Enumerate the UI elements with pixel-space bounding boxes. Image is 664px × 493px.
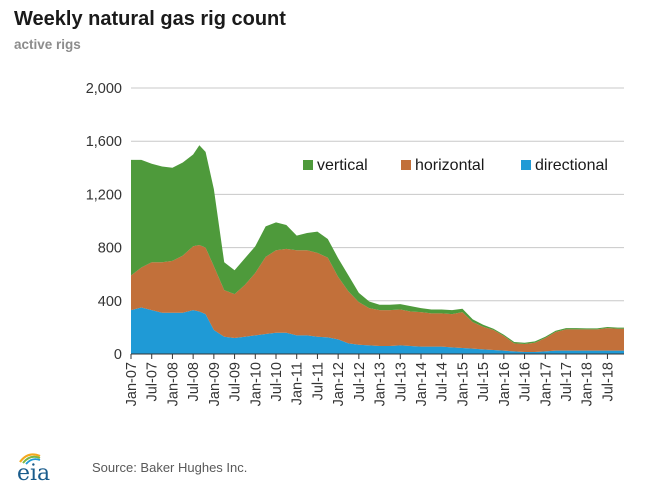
x-tick-label: Jul-08 — [186, 362, 202, 402]
x-tick-label: Jul-13 — [393, 362, 409, 402]
legend-swatch-horizontal — [401, 160, 411, 170]
eia-logo-text: eia — [17, 461, 50, 484]
x-tick-label: Jan-15 — [455, 362, 471, 406]
x-tick-label: Jul-07 — [145, 362, 161, 402]
y-tick-label: 1,200 — [86, 187, 122, 203]
x-tick-label: Jan-12 — [331, 362, 347, 406]
x-tick-label: Jan-11 — [290, 362, 306, 405]
footer: eia Source: Baker Hughes Inc. — [14, 448, 614, 484]
legend-swatch-directional — [521, 160, 531, 170]
x-tick-label: Jul-10 — [269, 362, 285, 402]
y-tick-label: 800 — [98, 241, 122, 257]
source-note: Source: Baker Hughes Inc. — [92, 460, 248, 475]
x-tick-label: Jul-16 — [518, 362, 534, 402]
x-tick-label: Jul-15 — [476, 362, 492, 402]
x-tick-label: Jul-09 — [228, 362, 244, 402]
x-tick-label: Jan-10 — [248, 362, 264, 406]
y-tick-label: 2,000 — [86, 81, 122, 97]
area-horizontal — [131, 244, 624, 353]
x-tick-label: Jul-11 — [310, 362, 326, 400]
chart-canvas: 0 400 800 1,200 1,600 2,000 Jan-07 Jul-07 Jan-08… — [86, 81, 624, 406]
x-tick-label: Jan-18 — [580, 362, 596, 406]
x-tick-label: Jul-14 — [435, 362, 451, 402]
legend-label-horizontal: horizontal — [415, 157, 484, 174]
x-tick-label: Jul-18 — [600, 362, 616, 402]
x-tick-label: Jan-07 — [124, 362, 140, 406]
x-tick-label: Jan-16 — [497, 362, 513, 406]
x-tick-label: Jan-14 — [414, 362, 430, 406]
legend-label-vertical: vertical — [317, 157, 368, 174]
x-tick-label: Jul-17 — [559, 362, 575, 402]
x-tick-label: Jan-17 — [538, 362, 554, 406]
y-tick-label: 1,600 — [86, 134, 122, 150]
legend-swatch-vertical — [303, 160, 313, 170]
y-tick-label: 400 — [98, 294, 122, 310]
chart-subtitle: active rigs — [14, 37, 81, 52]
area-vertical — [131, 145, 624, 345]
x-tick-label: Jan-13 — [373, 362, 389, 406]
legend-label-directional: directional — [535, 157, 608, 174]
area-directional — [131, 307, 624, 354]
eia-logo: eia — [17, 453, 50, 484]
y-tick-label: 0 — [114, 347, 122, 363]
x-tick-label: Jul-12 — [352, 362, 368, 402]
chart-title: Weekly natural gas rig count — [14, 8, 286, 30]
x-tick-label: Jan-08 — [165, 362, 181, 406]
x-tick-label: Jan-09 — [207, 362, 223, 406]
